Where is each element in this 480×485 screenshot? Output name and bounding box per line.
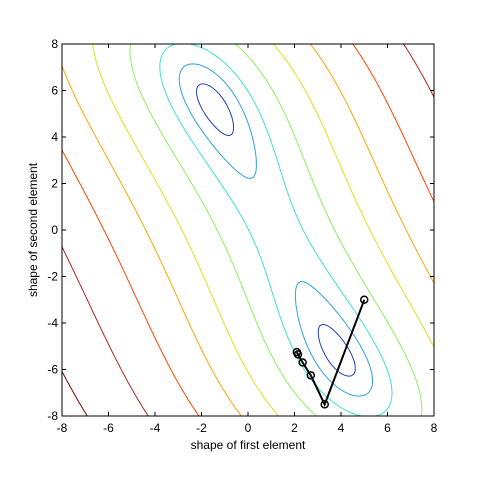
x-tick-label: 2 (291, 421, 298, 435)
descent-path-point (292, 347, 302, 357)
axis-ticks: -8 -6 -4 -2 0 2 4 6 8 -8 -6 -4 -2 0 2 4 6 8 (47, 37, 437, 435)
descent-path-point (298, 358, 307, 367)
descent-path-layer (292, 295, 369, 409)
contour-level-4 (129, 44, 423, 416)
x-tick-label: -2 (196, 421, 207, 435)
y-tick-label: 8 (51, 37, 58, 51)
contour-level-6 (62, 44, 434, 416)
y-tick-label: 6 (51, 84, 58, 98)
x-tick-label: 0 (245, 421, 252, 435)
descent-path-point (360, 295, 369, 304)
y-tick-label: -6 (47, 363, 58, 377)
x-tick-label: -8 (57, 421, 68, 435)
y-tick-label: -8 (47, 409, 58, 423)
x-tick-label: 8 (431, 421, 438, 435)
y-tick-label: 2 (51, 177, 58, 191)
y-axis-label: shape of second element (26, 162, 40, 297)
x-tick-label: 6 (384, 421, 391, 435)
x-axis-label: shape of first element (191, 438, 306, 452)
y-tick-label: 4 (51, 130, 58, 144)
plot-background (62, 44, 434, 416)
descent-path-point (306, 371, 316, 380)
descent-path-line (295, 299, 366, 407)
y-tick-label: -4 (47, 316, 58, 330)
y-tick-label: -2 (47, 270, 58, 284)
descent-path-point (320, 400, 329, 409)
contour-level-7 (62, 44, 434, 416)
contour-level-2 (178, 63, 374, 397)
x-tick-label: 4 (338, 421, 345, 435)
x-tick-label: -6 (103, 421, 114, 435)
x-tick-label: -4 (150, 421, 161, 435)
contour-level-9 (62, 371, 88, 416)
contour-level-1 (196, 83, 356, 377)
y-tick-label: 0 (51, 223, 58, 237)
contour-level-8 (62, 44, 434, 416)
